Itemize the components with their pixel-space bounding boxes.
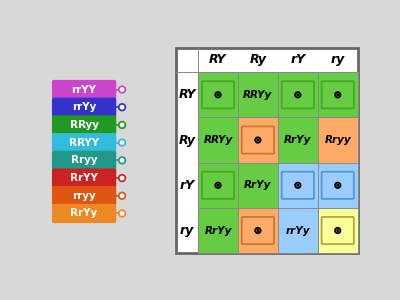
Circle shape (337, 94, 338, 96)
Text: Ry: Ry (179, 134, 196, 146)
Circle shape (120, 159, 124, 162)
FancyBboxPatch shape (282, 81, 314, 108)
FancyBboxPatch shape (52, 151, 116, 170)
Circle shape (118, 86, 126, 93)
FancyBboxPatch shape (202, 81, 234, 108)
Text: RRYY: RRYY (69, 138, 99, 148)
Text: RY: RY (178, 88, 196, 101)
Text: ry: ry (180, 224, 194, 237)
Text: Rryy: Rryy (71, 155, 98, 165)
FancyBboxPatch shape (52, 204, 116, 223)
Bar (318, 72, 358, 117)
Text: Ry: Ry (249, 53, 266, 66)
Circle shape (118, 210, 126, 217)
Bar (278, 117, 318, 163)
FancyBboxPatch shape (282, 172, 314, 199)
Circle shape (120, 88, 124, 91)
FancyBboxPatch shape (52, 186, 116, 206)
Circle shape (120, 212, 124, 215)
Circle shape (118, 175, 126, 182)
Bar (198, 117, 238, 163)
Bar (198, 72, 238, 117)
Text: RRYy: RRYy (203, 135, 233, 145)
Circle shape (120, 194, 124, 197)
Bar (198, 208, 238, 253)
Circle shape (297, 184, 298, 186)
Text: RrYy: RrYy (70, 208, 98, 218)
FancyBboxPatch shape (52, 98, 116, 117)
FancyBboxPatch shape (322, 217, 354, 244)
Text: rY: rY (290, 53, 305, 66)
Circle shape (118, 192, 126, 199)
Bar (238, 72, 278, 117)
Text: RRYy: RRYy (243, 90, 272, 100)
FancyBboxPatch shape (52, 80, 116, 99)
Text: RRyy: RRyy (70, 120, 98, 130)
FancyBboxPatch shape (322, 172, 354, 199)
Circle shape (257, 230, 259, 231)
Text: RrYy: RrYy (284, 135, 312, 145)
Bar (278, 72, 318, 117)
Circle shape (120, 123, 124, 127)
Bar (318, 117, 358, 163)
Bar (238, 208, 278, 253)
Text: rryy: rryy (72, 191, 96, 201)
Circle shape (217, 184, 219, 186)
Text: rY: rY (180, 179, 195, 192)
FancyBboxPatch shape (322, 81, 354, 108)
Bar (278, 163, 318, 208)
Circle shape (337, 230, 338, 231)
Circle shape (120, 176, 124, 180)
Text: rrYY: rrYY (72, 85, 97, 94)
Text: RrYy: RrYy (244, 180, 272, 190)
Text: RY: RY (209, 53, 227, 66)
Text: RrYy: RrYy (204, 226, 232, 236)
Circle shape (217, 94, 219, 96)
Circle shape (297, 94, 298, 96)
Bar (318, 208, 358, 253)
FancyBboxPatch shape (202, 172, 234, 199)
Circle shape (257, 139, 259, 141)
Circle shape (118, 104, 126, 111)
Bar (238, 163, 278, 208)
Circle shape (337, 184, 338, 186)
Circle shape (120, 106, 124, 109)
Circle shape (118, 139, 126, 146)
Text: rrYy: rrYy (72, 102, 96, 112)
Text: RrYY: RrYY (70, 173, 98, 183)
Text: Rryy: Rryy (324, 135, 351, 145)
FancyBboxPatch shape (52, 133, 116, 152)
Circle shape (118, 122, 126, 128)
FancyBboxPatch shape (52, 168, 116, 188)
Bar (176, 47, 358, 253)
Text: rrYy: rrYy (286, 226, 310, 236)
Circle shape (120, 141, 124, 144)
Circle shape (118, 157, 126, 164)
Bar (238, 117, 278, 163)
FancyBboxPatch shape (242, 127, 274, 154)
Bar (198, 163, 238, 208)
Bar (318, 163, 358, 208)
FancyBboxPatch shape (242, 217, 274, 244)
Bar (278, 208, 318, 253)
FancyBboxPatch shape (52, 115, 116, 135)
Text: ry: ry (330, 53, 345, 66)
